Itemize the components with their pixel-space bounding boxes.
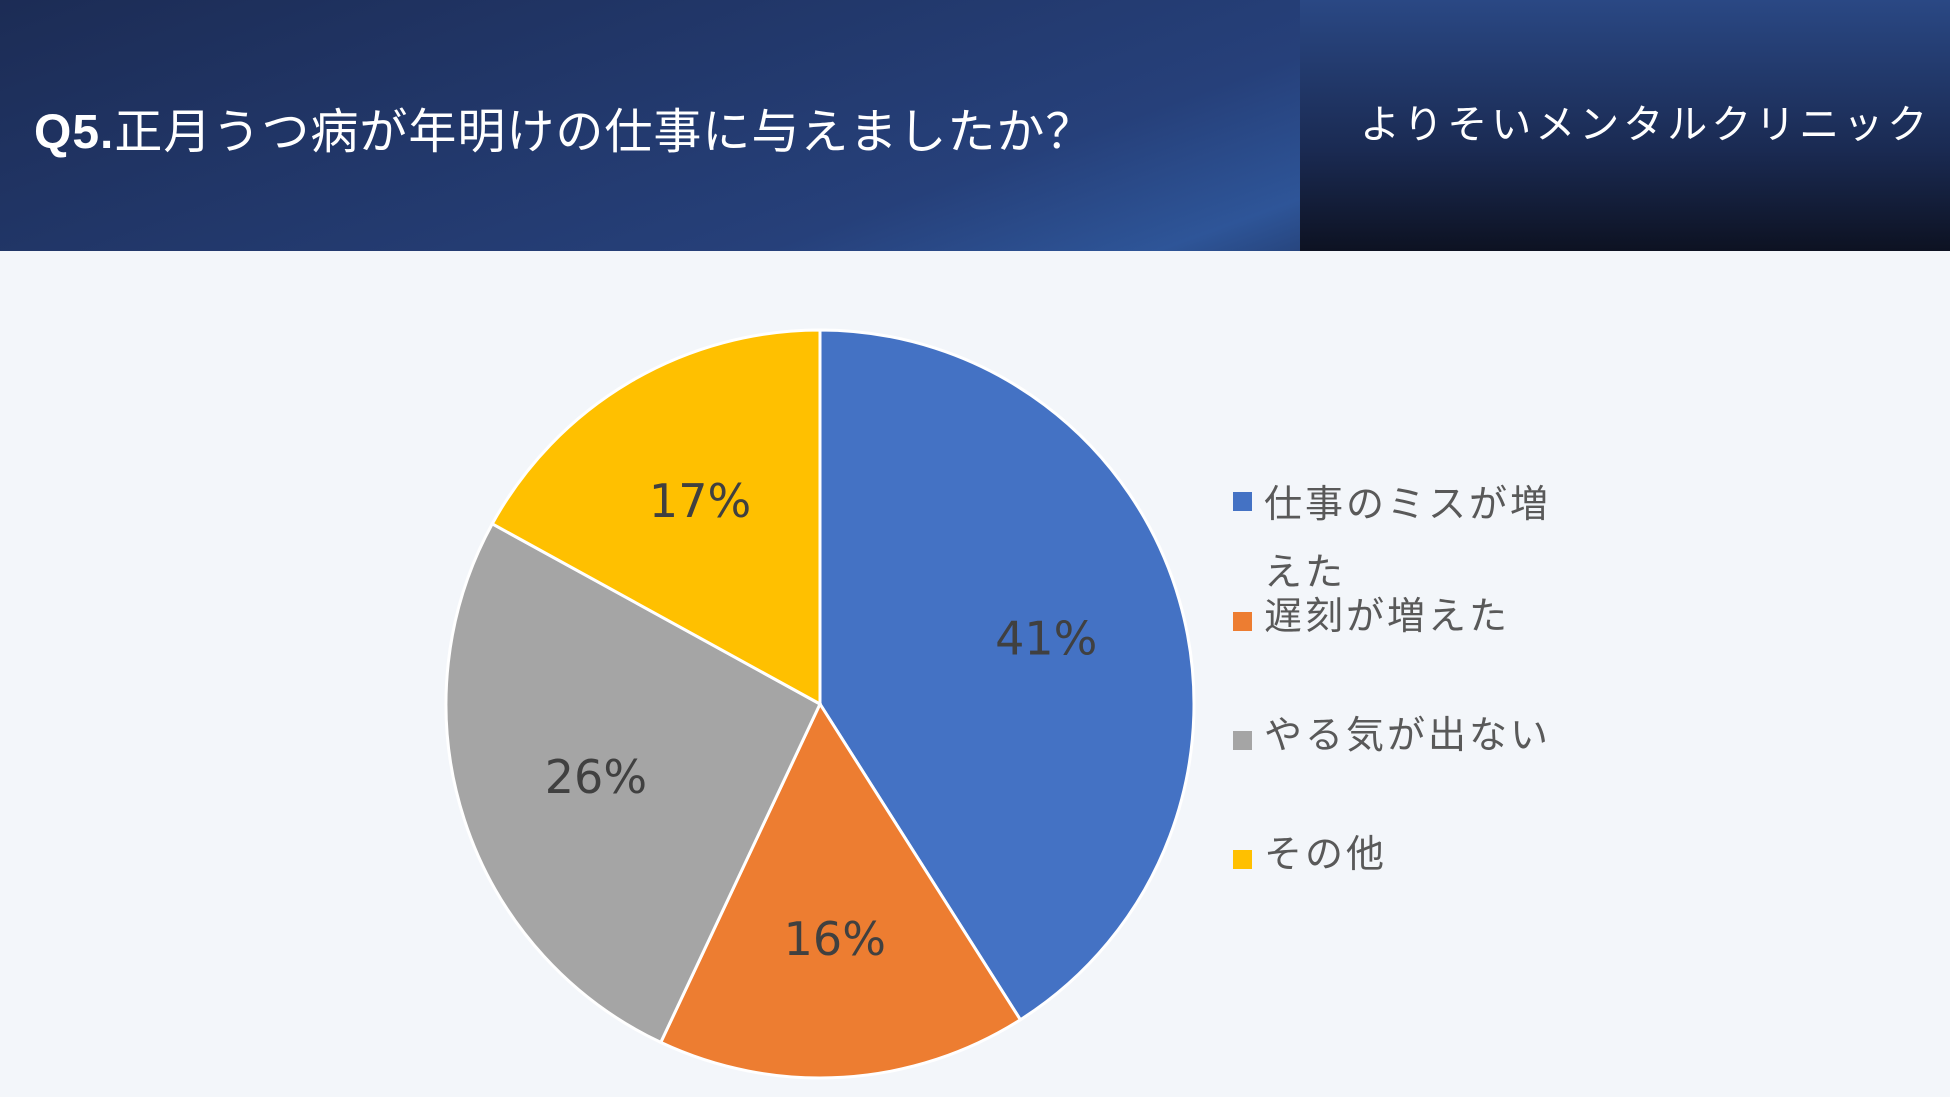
page-title: Q5.正月うつ病が年明けの仕事に与えましたか？ [34, 92, 1094, 162]
data-label-late: 16% [784, 912, 886, 966]
data-label-no-motivation: 26% [545, 750, 647, 804]
question-number: Q5. [34, 106, 115, 159]
legend-swatch-yellow [1233, 850, 1252, 869]
legend-label-other: その他 [1264, 832, 1388, 876]
pie-chart: 41% 16% 26% 17% [444, 328, 1196, 1080]
pie-data-labels: 41% 16% 26% 17% [545, 474, 1098, 966]
slice-other [490, 328, 822, 707]
data-label-work-mistakes: 41% [995, 611, 1097, 665]
question-text: 正月うつ病が年明けの仕事に与えましたか？ [114, 104, 1095, 160]
legend-label-no-motivation: やる気が出ない [1264, 713, 1552, 757]
legend-swatch-blue [1233, 492, 1252, 511]
pie-slices [444, 328, 1196, 1080]
slice-late [658, 700, 1023, 1080]
header-right-panel [1300, 0, 1950, 251]
slice-work-mistakes [818, 328, 1196, 1022]
legend-swatch-orange [1233, 612, 1252, 631]
clinic-name: よりそいメンタルクリニック [1360, 102, 1932, 148]
legend-label-work-mistakes: 仕事のミスが増えた [1264, 482, 1552, 594]
legend-label-late: 遅刻が増えた [1264, 594, 1511, 638]
data-label-other: 17% [649, 474, 751, 528]
legend-swatch-gray [1233, 731, 1252, 750]
